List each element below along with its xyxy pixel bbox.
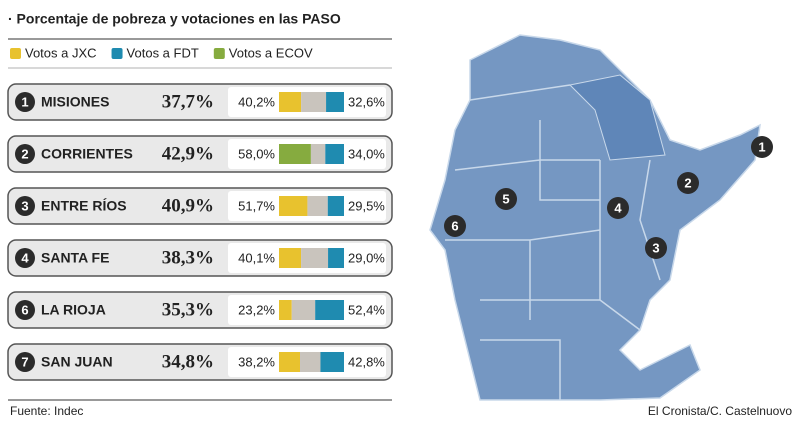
province-name: ENTRE RÍOS xyxy=(41,198,127,214)
legend-label: Votos a ECOV xyxy=(229,45,313,60)
legend-swatch xyxy=(213,48,225,59)
legend-swatch xyxy=(111,48,123,59)
left-bar xyxy=(279,196,308,216)
left-bar xyxy=(279,92,302,112)
row-badge xyxy=(15,144,35,164)
province-name: LA RIOJA xyxy=(41,302,106,318)
other-bar xyxy=(307,196,328,216)
province-name: SAN JUAN xyxy=(41,354,113,370)
row-badge xyxy=(15,92,35,112)
row-badge xyxy=(15,300,35,320)
map-marker-label: 1 xyxy=(758,139,765,154)
left-votes: 23,2% xyxy=(238,302,275,317)
left-bar xyxy=(279,144,311,164)
other-bar xyxy=(291,300,316,320)
right-bar xyxy=(327,196,344,216)
poverty: 42,9% xyxy=(162,143,214,164)
right-votes: 42,8% xyxy=(348,354,385,369)
left-bar xyxy=(279,352,301,372)
right-bar xyxy=(326,92,344,112)
poverty: 37,7% xyxy=(162,91,214,112)
province-name: MISIONES xyxy=(41,94,109,110)
row-number: 7 xyxy=(21,354,28,369)
map-marker-label: 5 xyxy=(502,191,509,206)
left-votes: 40,1% xyxy=(238,250,275,265)
right-bar xyxy=(315,300,344,320)
left-votes: 40,2% xyxy=(238,94,275,109)
map-marker-label: 4 xyxy=(614,200,622,215)
row-badge xyxy=(15,248,35,268)
map-marker xyxy=(677,172,699,194)
poverty: 34,8% xyxy=(162,351,214,372)
row-number: 6 xyxy=(21,302,28,317)
left-votes: 58,0% xyxy=(238,146,275,161)
legend-label: Votos a JXC xyxy=(25,45,97,60)
poverty: 40,9% xyxy=(162,195,214,216)
map-marker xyxy=(607,197,629,219)
map-marker-label: 6 xyxy=(451,218,458,233)
row-number: 3 xyxy=(21,198,28,213)
other-bar xyxy=(300,352,321,372)
poverty: 38,3% xyxy=(162,247,214,268)
right-bar xyxy=(328,248,344,268)
left-votes: 51,7% xyxy=(238,198,275,213)
row-number: 2 xyxy=(21,146,28,161)
right-bar xyxy=(320,352,344,372)
map-marker xyxy=(645,237,667,259)
other-bar xyxy=(310,144,326,164)
title: · Porcentaje de pobreza y votaciones en … xyxy=(8,11,341,27)
row-number: 1 xyxy=(21,94,28,109)
right-votes: 29,0% xyxy=(348,250,385,265)
map-marker xyxy=(444,215,466,237)
province-name: CORRIENTES xyxy=(41,146,133,162)
source: Fuente: Indec xyxy=(10,404,83,418)
map-marker-label: 2 xyxy=(684,175,691,190)
row-badge xyxy=(15,196,35,216)
province-name: SANTA FE xyxy=(41,250,109,266)
left-bar xyxy=(279,248,302,268)
row-badge xyxy=(15,352,35,372)
right-votes: 52,4% xyxy=(348,302,385,317)
row-number: 4 xyxy=(21,250,29,265)
left-votes: 38,2% xyxy=(238,354,275,369)
other-bar xyxy=(301,92,327,112)
legend-label: Votos a FDT xyxy=(127,45,199,60)
legend-swatch xyxy=(10,48,21,59)
right-votes: 34,0% xyxy=(348,146,385,161)
credit: El Cronista/C. Castelnuovo xyxy=(648,404,792,418)
left-bar xyxy=(279,300,292,320)
right-votes: 32,6% xyxy=(348,94,385,109)
poverty: 35,3% xyxy=(162,299,214,320)
map-marker-label: 3 xyxy=(652,240,659,255)
map: 1 2 3 4 5 6 xyxy=(429,34,773,401)
other-bar xyxy=(301,248,329,268)
right-votes: 29,5% xyxy=(348,198,385,213)
map-marker xyxy=(751,136,773,158)
map-marker xyxy=(495,188,517,210)
right-bar xyxy=(325,144,344,164)
